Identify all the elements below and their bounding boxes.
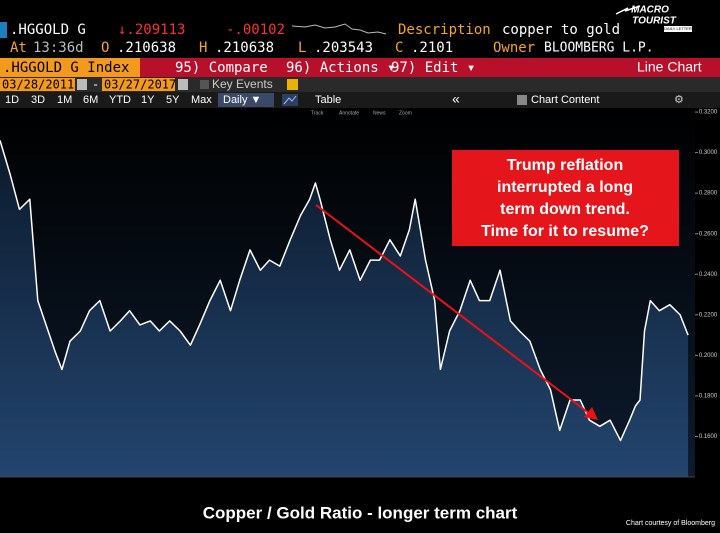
logo: MACRO TOURIST DAILY LETTER <box>615 5 692 32</box>
change: -.00102 <box>226 22 285 38</box>
menu: .HGGOLD G Index 95) Compare 96) Actions … <box>3 59 702 76</box>
line <box>0 140 689 442</box>
owner: BLOOMBERG L.P. <box>544 41 654 56</box>
trend-arrow <box>315 204 591 415</box>
close-label: C <box>395 40 403 56</box>
y-tick-label: 0.3000 <box>699 150 718 156</box>
close: .2101 <box>411 40 453 56</box>
annotation-line: Time for it to resume? <box>481 223 649 240</box>
frequency-box[interactable] <box>218 93 274 107</box>
checkbox[interactable] <box>200 80 209 89</box>
period-button[interactable]: Max <box>191 94 212 106</box>
calendar-icon[interactable] <box>178 79 188 90</box>
period-button[interactable]: 6M <box>83 94 98 106</box>
time: 13:36d <box>33 40 84 56</box>
settings[interactable]: ⚙ <box>674 94 684 106</box>
low-label: L <box>298 40 306 56</box>
logo-bottom: TOURIST <box>632 16 677 27</box>
last-price: ↓.209113 <box>118 22 185 38</box>
arrow-head <box>584 407 598 420</box>
logo-ribbon <box>664 26 692 32</box>
range: 03/28/2011 - 03/27/2017 Key Events <box>0 77 298 92</box>
start-box[interactable] <box>0 78 75 91</box>
description: copper to gold <box>502 22 620 38</box>
y-tick-label: 0.3200 <box>699 110 718 116</box>
low: .203543 <box>314 40 373 56</box>
annotation: Trump reflation interrupted a long term do… <box>481 157 649 240</box>
high-label: H <box>199 40 207 56</box>
area <box>0 140 689 477</box>
high: .210638 <box>215 40 274 56</box>
y-tick-label: 0.2200 <box>699 312 718 318</box>
logo-top: MACRO <box>631 5 669 16</box>
tool-button[interactable]: Zoom <box>399 110 412 116</box>
period-button[interactable]: YTD <box>109 94 131 106</box>
chart-icon-line <box>283 95 297 105</box>
logo-arrow <box>615 5 641 15</box>
period-button[interactable]: 1Y <box>141 94 155 106</box>
period-button[interactable]: 5Y <box>166 94 180 106</box>
chart-title: Copper / Gold Ratio - longer term chart <box>203 503 518 522</box>
end-box[interactable] <box>102 78 175 91</box>
calendar-icon[interactable] <box>77 79 87 90</box>
period-button[interactable]: 1D <box>5 94 19 106</box>
ticker: .HGGOLD G <box>10 22 86 38</box>
y-tick-label: 0.2600 <box>699 231 718 237</box>
x-axis-area <box>0 477 720 499</box>
owner-label: Owner <box>493 40 535 56</box>
security[interactable]: .HGGOLD G Index <box>3 60 129 76</box>
tool-button[interactable]: Annotate <box>339 110 359 116</box>
annotation-line: term down trend. <box>500 201 630 218</box>
tool-button[interactable]: News <box>373 110 386 116</box>
y-tick-label: 0.2400 <box>699 272 718 278</box>
tool-button[interactable]: Track <box>311 110 324 116</box>
period-button[interactable]: 3D <box>31 94 45 106</box>
annotation-box <box>452 150 679 246</box>
separator: - <box>92 78 99 92</box>
frequency[interactable]: Daily ▼ <box>223 94 261 106</box>
security-box[interactable] <box>0 58 140 77</box>
chart-icon[interactable] <box>282 94 298 106</box>
view: Line Chart <box>637 59 702 75</box>
annotation-line: interrupted a long <box>497 179 633 196</box>
annotation-line: Trump reflation <box>507 157 623 174</box>
at-label: At <box>10 40 27 56</box>
source: Chart courtesy of Bloomberg <box>626 520 715 527</box>
sparkline <box>291 23 387 35</box>
periods: 1D 3D 1M 6M YTD 1Y 5Y Max <box>5 94 212 106</box>
period-button[interactable]: 1M <box>57 94 72 106</box>
y-tick-label: 0.1600 <box>699 434 718 440</box>
y-tick-label: 0.1800 <box>699 393 718 399</box>
edit[interactable]: 97) Edit ▾ <box>391 60 475 76</box>
table[interactable]: Table <box>315 94 341 106</box>
logo-sub: DAILY LETTER <box>664 26 692 31</box>
open-label: O <box>101 40 109 56</box>
collapse[interactable]: « <box>452 91 460 107</box>
ticker-swatch <box>0 22 7 38</box>
compare[interactable]: 95) Compare <box>175 60 268 76</box>
y-axis-area <box>695 108 720 477</box>
start-date[interactable]: 03/28/2011 <box>2 78 74 92</box>
menu-bar <box>0 58 720 77</box>
chart-content[interactable]: Chart Content <box>531 94 599 106</box>
open: .210638 <box>117 40 176 56</box>
end-date[interactable]: 03/27/2017 <box>104 78 176 92</box>
actions[interactable]: 96) Actions ▾ <box>286 60 396 76</box>
description-label: Description <box>398 22 491 38</box>
mini-tools: Track Annotate News Zoom <box>311 110 412 116</box>
toolbar <box>0 92 720 108</box>
header: .HGGOLD G ↓.209113 -.00102 Description c… <box>0 22 654 56</box>
key-events[interactable]: Key Events <box>212 77 273 91</box>
info-icon[interactable] <box>287 79 298 90</box>
y-tick-label: 0.2800 <box>699 191 718 197</box>
content-icon[interactable] <box>517 95 527 105</box>
y-tick-label: 0.2000 <box>699 353 718 359</box>
